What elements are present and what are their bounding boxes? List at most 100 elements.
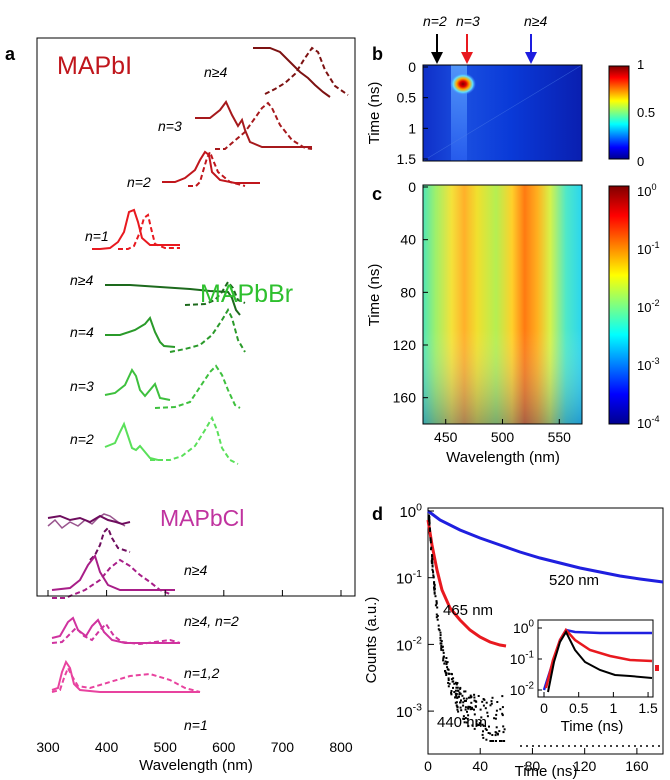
mapbbr-label: MAPbBr bbox=[200, 280, 293, 308]
d-440-point bbox=[469, 694, 472, 697]
d-440-point bbox=[481, 700, 484, 703]
arrow-n4-label: n≥4 bbox=[524, 13, 547, 29]
mapbi-n2-label: n=2 bbox=[127, 174, 151, 190]
d-440-point bbox=[489, 732, 492, 735]
d-440-point bbox=[475, 722, 478, 725]
inset-xlabel: Time (ns) bbox=[561, 718, 624, 735]
panel-d-curves bbox=[426, 509, 664, 747]
d-440-point bbox=[452, 677, 455, 680]
d-440-point bbox=[435, 601, 438, 604]
d-440-point bbox=[450, 678, 453, 681]
d-xtick-label: 160 bbox=[625, 758, 649, 774]
d-440-point bbox=[489, 740, 492, 742]
d-440-point bbox=[492, 740, 495, 742]
d-440-point bbox=[491, 696, 494, 699]
mapbcl-n4n2-label: n≥4, n=2 bbox=[184, 613, 239, 629]
cbar-b-tick-1: 1 bbox=[637, 57, 644, 72]
d-440-point bbox=[436, 606, 439, 609]
d-440-point bbox=[431, 558, 434, 561]
d-440-point bbox=[428, 516, 431, 519]
d-ytick-label: 10-1 bbox=[396, 568, 422, 588]
mapbcl-label: MAPbCl bbox=[160, 505, 244, 531]
b-ytick-label: 0 bbox=[408, 59, 416, 75]
d-440-point bbox=[443, 662, 446, 665]
d-440-point bbox=[482, 730, 484, 733]
d-440-point bbox=[433, 588, 436, 591]
d-440-point bbox=[439, 634, 442, 637]
d-440-point bbox=[471, 724, 474, 727]
d-440-point bbox=[467, 725, 470, 728]
d-440-point bbox=[482, 724, 485, 727]
d-440-point bbox=[501, 714, 504, 717]
d-440-point bbox=[442, 657, 445, 660]
panel-c-colorbar bbox=[608, 185, 630, 425]
d-440-point bbox=[490, 702, 493, 705]
inset-ytick-label: 100 bbox=[513, 619, 535, 636]
d-440-point bbox=[455, 686, 458, 689]
mapbcl-spectra: MAPbCl n≥4 n≥4, n=2 n=1,2 n=1 bbox=[47, 505, 244, 733]
panel-d: d 100 10-1 10-2 10-3 0 40 80 120 160 Counts (a.… bbox=[363, 501, 664, 780]
b-ytick-label: 0.5 bbox=[397, 90, 417, 106]
d-440-point bbox=[432, 571, 435, 574]
d-440-point bbox=[476, 724, 478, 727]
series-465-label: 465 nm bbox=[443, 602, 493, 619]
d-440-point bbox=[482, 704, 485, 707]
inset-xtick-label: 1 bbox=[609, 700, 617, 716]
d-440-point bbox=[456, 696, 459, 699]
cbar-b-tick-05: 0.5 bbox=[637, 105, 655, 120]
d-440-point bbox=[456, 708, 459, 711]
d-440-point bbox=[469, 706, 472, 709]
d-xtick-label: 120 bbox=[573, 758, 597, 774]
inset-xtick-label: 0.5 bbox=[569, 700, 589, 716]
c-ytick-label: 120 bbox=[393, 337, 417, 353]
mapbbr-n3-label: n=3 bbox=[70, 378, 94, 394]
d-440-point bbox=[456, 706, 459, 709]
d-440-point bbox=[430, 546, 433, 549]
d-440-point bbox=[431, 560, 434, 563]
d-440-point bbox=[428, 522, 431, 525]
d-440-point bbox=[455, 682, 457, 685]
d-440-point bbox=[447, 679, 450, 681]
d-440-point bbox=[445, 663, 448, 666]
panel-label-b: b bbox=[372, 44, 383, 64]
panel-label-a: a bbox=[5, 44, 16, 64]
panel-d-ylabel: Counts (a.u.) bbox=[363, 597, 380, 684]
d-440-point bbox=[433, 581, 436, 584]
d-440-point bbox=[467, 714, 470, 717]
d-xtick-label: 80 bbox=[525, 758, 541, 774]
a-xtick-label: 600 bbox=[212, 739, 236, 755]
d-440-point bbox=[433, 582, 436, 585]
d-440-point bbox=[455, 683, 458, 686]
a-xtick-label: 700 bbox=[271, 739, 295, 755]
d-440-point bbox=[455, 693, 458, 695]
d-440-point bbox=[435, 613, 438, 616]
arrow-n3-label: n=3 bbox=[456, 13, 480, 29]
d-440-point bbox=[496, 701, 499, 703]
d-440-point bbox=[499, 740, 501, 742]
d-440-point bbox=[433, 592, 436, 595]
d-440-point bbox=[494, 731, 497, 734]
d-440-point bbox=[495, 709, 498, 712]
d-440-point bbox=[453, 682, 456, 685]
d-440-point bbox=[500, 740, 503, 742]
d-440-point bbox=[428, 514, 430, 517]
panel-b-hotspot bbox=[450, 73, 476, 95]
d-440-point bbox=[479, 708, 482, 711]
d-440-point bbox=[493, 717, 496, 720]
d-440-point bbox=[501, 712, 504, 715]
mapbcl-n4-label: n≥4 bbox=[184, 562, 207, 578]
mapbbr-n2-label: n=2 bbox=[70, 431, 94, 447]
d-440-point bbox=[450, 672, 453, 675]
c-xtick-label: 550 bbox=[548, 429, 572, 445]
d-440-point bbox=[444, 670, 446, 672]
d-440-point bbox=[477, 695, 480, 697]
d-440-point bbox=[458, 693, 461, 696]
inset-xtick-label: 1.5 bbox=[638, 700, 658, 716]
d-xtick-label: 0 bbox=[424, 758, 432, 774]
d-440-point bbox=[429, 529, 431, 532]
d-440-point bbox=[490, 740, 493, 742]
d-440-point bbox=[459, 706, 462, 709]
d-440-point bbox=[465, 721, 468, 724]
d-440-point bbox=[451, 680, 454, 683]
d-440-point bbox=[485, 729, 488, 731]
